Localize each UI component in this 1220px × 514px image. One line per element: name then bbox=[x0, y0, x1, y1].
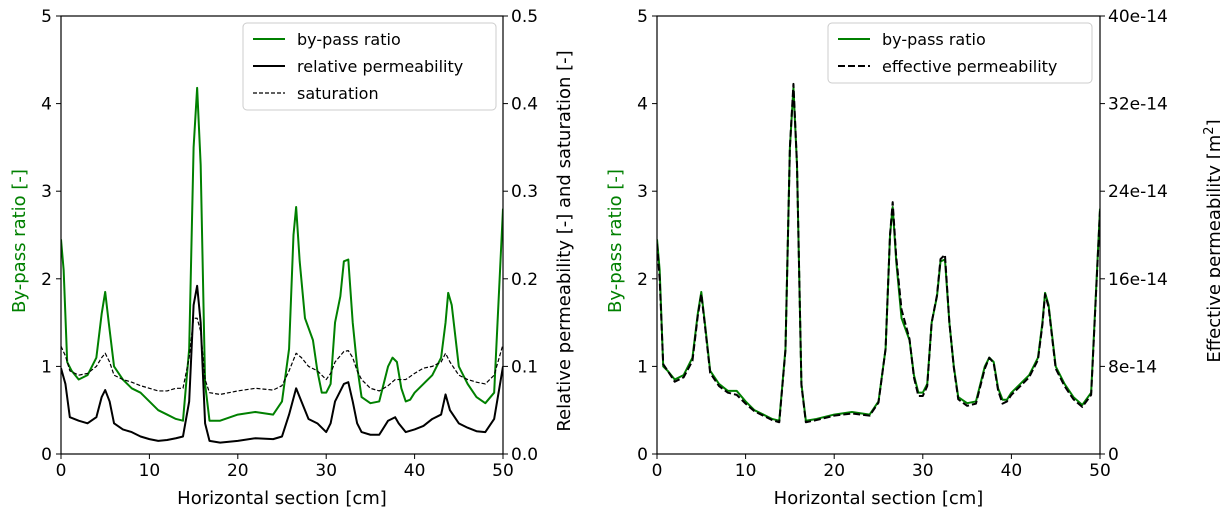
y2-tick-label: 40e-14 bbox=[1108, 7, 1168, 27]
x-tick-label: 0 bbox=[652, 461, 663, 481]
y-axis-label: By-pass ratio [-] bbox=[605, 169, 626, 313]
x-tick-label: 20 bbox=[823, 461, 845, 481]
plot-frame bbox=[60, 15, 504, 455]
y2-tick-label: 0.5 bbox=[511, 7, 538, 27]
series-line-by-pass-ratio bbox=[61, 86, 503, 422]
y-tick-label: 4 bbox=[637, 95, 648, 115]
y2-axis-label: Relative permeability [-] and saturation… bbox=[554, 50, 575, 431]
x-axis-label: Horizontal section [cm] bbox=[177, 488, 387, 509]
series-line-saturation bbox=[61, 317, 503, 396]
y2-tick-label: 8e-14 bbox=[1108, 357, 1157, 377]
y2-tick-label: 0.0 bbox=[511, 445, 538, 465]
plot-frame bbox=[656, 15, 1101, 455]
y-tick-label: 3 bbox=[41, 182, 52, 202]
x-tick-label: 10 bbox=[139, 461, 161, 481]
x-tick-label: 30 bbox=[912, 461, 934, 481]
x-tick-label: 50 bbox=[492, 461, 514, 481]
x-tick-label: 40 bbox=[404, 461, 426, 481]
x-tick-label: 20 bbox=[227, 461, 249, 481]
x-tick-label: 50 bbox=[1089, 461, 1111, 481]
series-line-effective-permeability bbox=[657, 82, 1100, 424]
y2-tick-label: 0 bbox=[1108, 445, 1119, 465]
chart-panel-2: 0 10 20 30 40 5001234508e-1416e-1424e-1432e-1… bbox=[605, 7, 1220, 509]
x-tick-label: 0 bbox=[56, 461, 67, 481]
legend-label: effective permeability bbox=[882, 57, 1057, 76]
series-line-relative-permeability bbox=[61, 284, 503, 444]
legend-label: by-pass ratio bbox=[297, 30, 401, 49]
y-tick-label: 1 bbox=[637, 357, 648, 377]
legend-box bbox=[242, 22, 497, 111]
y2-tick-label: 16e-14 bbox=[1108, 270, 1168, 290]
y-tick-label: 1 bbox=[41, 357, 52, 377]
y2-tick-label: 32e-14 bbox=[1108, 95, 1168, 115]
legend-label: saturation bbox=[297, 84, 379, 103]
y-tick-label: 0 bbox=[41, 445, 52, 465]
y-tick-label: 3 bbox=[637, 182, 648, 202]
y-tick-label: 5 bbox=[637, 7, 648, 27]
y-tick-label: 2 bbox=[41, 270, 52, 290]
y2-tick-label: 24e-14 bbox=[1108, 182, 1168, 202]
y2-tick-label: 0.4 bbox=[511, 95, 538, 115]
y2-tick-label: 0.1 bbox=[511, 357, 538, 377]
x-axis-label: Horizontal section [cm] bbox=[774, 488, 984, 509]
y2-tick-label: 0.2 bbox=[511, 270, 538, 290]
y2-axis-label: Effective permeability [m2] bbox=[1202, 119, 1220, 362]
x-tick-label: 10 bbox=[735, 461, 757, 481]
legend-box bbox=[827, 22, 1093, 84]
y-tick-label: 2 bbox=[637, 270, 648, 290]
y2-tick-label: 0.3 bbox=[511, 182, 538, 202]
y-axis-label: By-pass ratio [-] bbox=[9, 169, 30, 313]
legend-label: relative permeability bbox=[297, 57, 463, 76]
y-tick-label: 0 bbox=[637, 445, 648, 465]
y-tick-label: 4 bbox=[41, 95, 52, 115]
legend-label: by-pass ratio bbox=[882, 30, 986, 49]
x-tick-label: 30 bbox=[315, 461, 337, 481]
x-tick-label: 40 bbox=[1001, 461, 1023, 481]
y-tick-label: 5 bbox=[41, 7, 52, 27]
chart-panel-1: 0 10 20 30 40 50 0 1 2 3 4 5 0.0 0.1 0.2 0.3 0.4 0.5 Horiz… bbox=[9, 7, 575, 509]
